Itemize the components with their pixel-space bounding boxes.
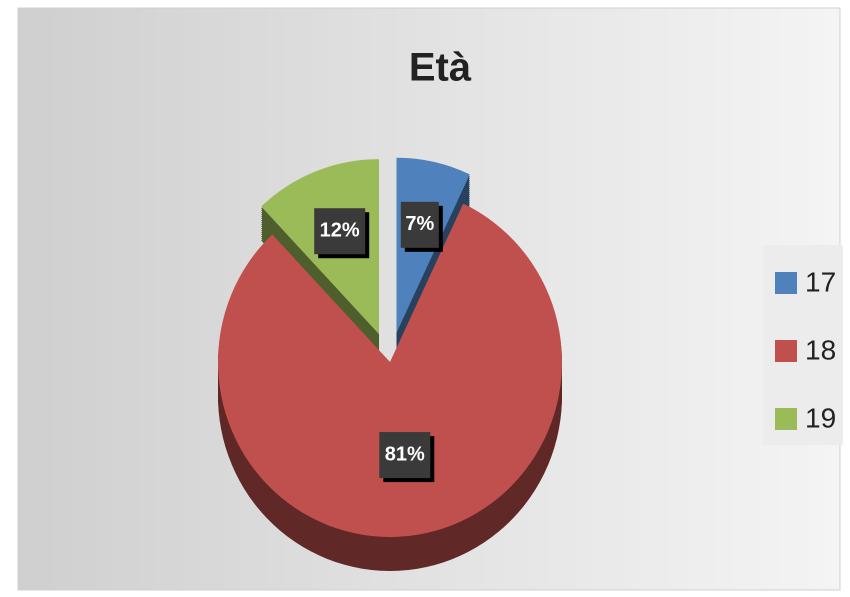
label-box — [314, 208, 366, 255]
label-box — [379, 432, 431, 479]
data-label: 7% — [405, 213, 434, 235]
data-labels: 7% 81% 12% — [314, 201, 443, 483]
label-box — [400, 201, 439, 248]
legend: 17 18 19 — [775, 266, 836, 433]
legend-label: 18 — [805, 334, 836, 365]
legend-swatch — [775, 408, 797, 430]
data-label: 81% — [385, 443, 425, 465]
legend-swatch — [775, 340, 797, 362]
legend-label: 19 — [805, 402, 836, 433]
legend-swatch — [775, 272, 797, 294]
legend-label: 17 — [805, 266, 836, 297]
slice — [217, 203, 562, 538]
chart-title: Età — [409, 46, 472, 90]
data-label: 12% — [320, 220, 360, 242]
